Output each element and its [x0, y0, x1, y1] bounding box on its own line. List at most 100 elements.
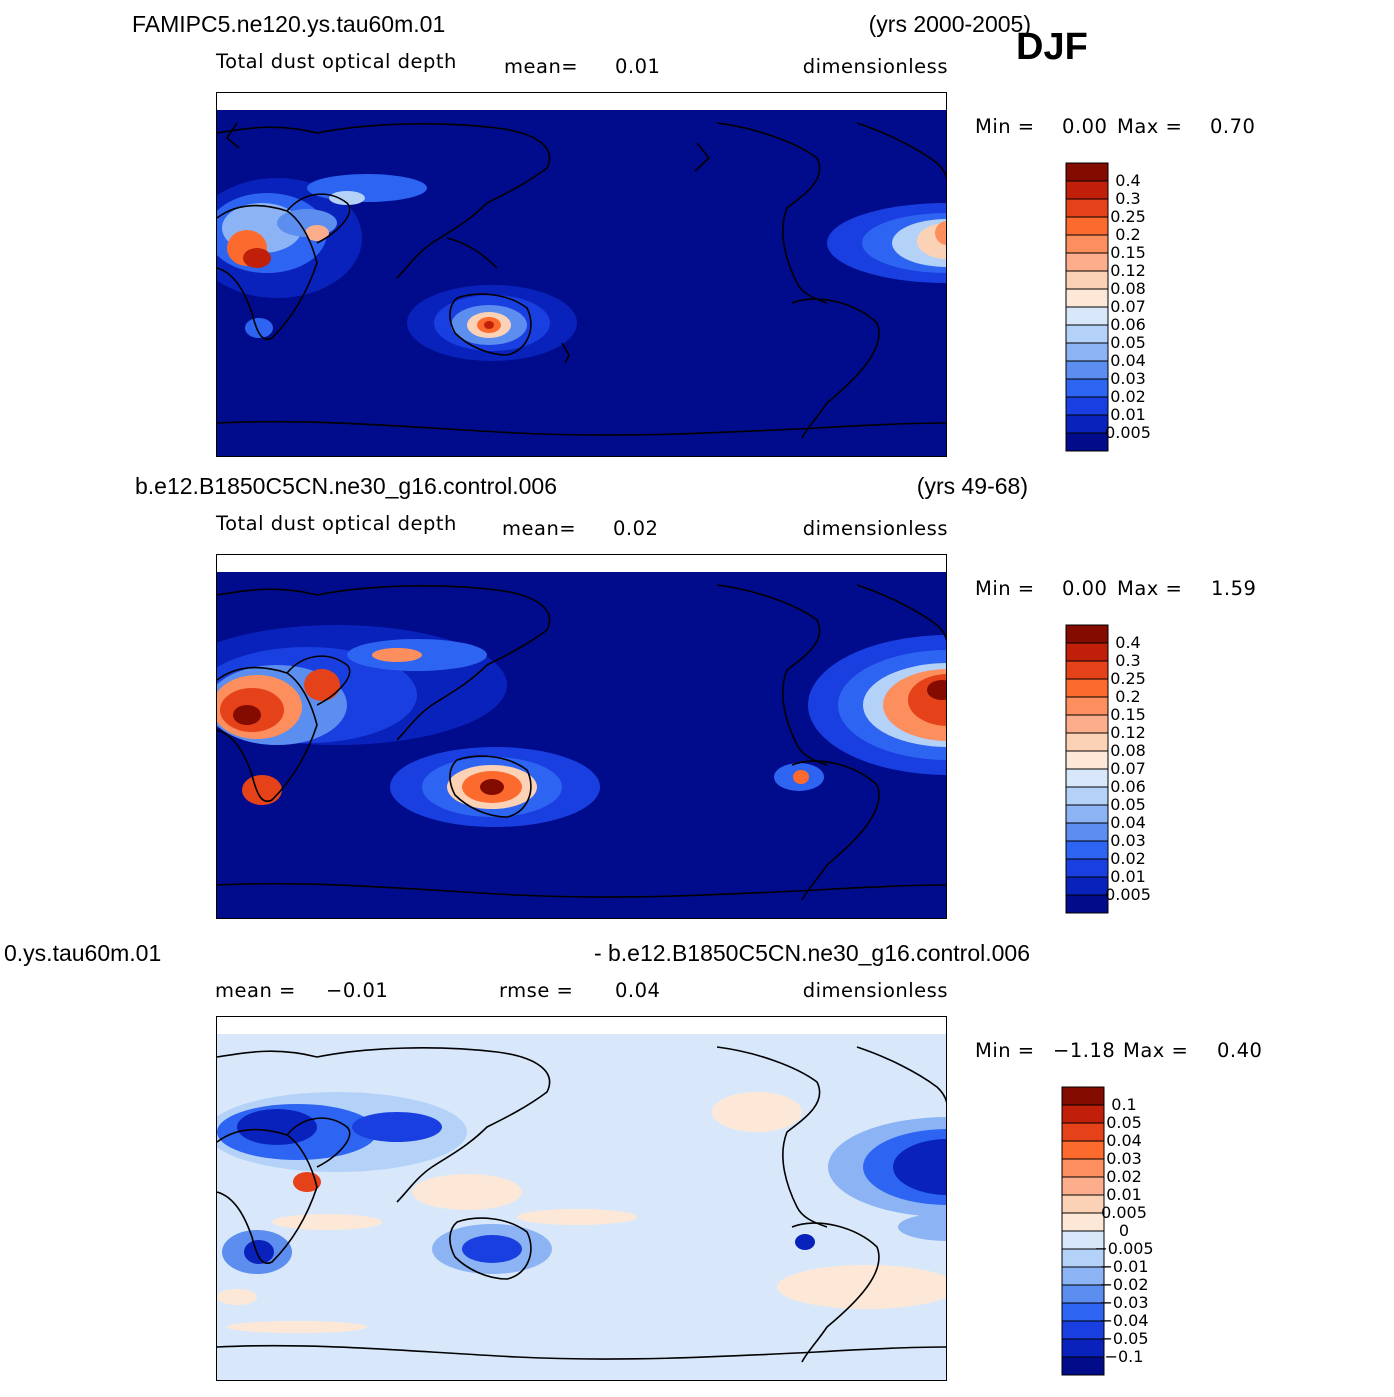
colorbar-swatch [1065, 696, 1109, 716]
colorbar-label: 0.08 [1110, 741, 1146, 760]
season-label: DJF [1016, 26, 1088, 68]
colorbar-swatch [1065, 840, 1109, 860]
colorbar-label: 0.25 [1110, 207, 1146, 226]
colorbar-label: −0.01 [1099, 1257, 1148, 1276]
colorbar-label: 0.02 [1110, 849, 1146, 868]
colorbar-swatch [1065, 876, 1109, 896]
colorbar-label: 0.2 [1115, 687, 1140, 706]
mean-label: mean= [502, 517, 577, 540]
colorbar-label: 0.05 [1110, 333, 1146, 352]
units-label: dimensionless [802, 55, 948, 78]
colorbar-label: 0.3 [1115, 189, 1140, 208]
colorbar-label: −0.005 [1094, 1239, 1153, 1258]
rmse-label: rmse = [499, 979, 574, 1002]
map-plot [216, 554, 947, 919]
case-title: b.e12.B1850C5CN.ne30_g16.control.006 [135, 473, 557, 499]
max-value: 0.70 [1210, 115, 1256, 138]
colorbar-label: 0.03 [1110, 831, 1146, 850]
colorbar-swatch [1065, 414, 1109, 434]
mean-label: mean = [215, 979, 296, 1002]
colorbar-swatch [1065, 822, 1109, 842]
colorbar-label: 0.01 [1110, 867, 1146, 886]
units-label: dimensionless [802, 979, 948, 1002]
difference-label: - b.e12.B1850C5CN.ne30_g16.control.006 [593, 940, 1030, 966]
colorbar-label: 0.25 [1110, 669, 1146, 688]
colorbar-swatch [1065, 252, 1109, 272]
min-value: 0.00 [1062, 115, 1108, 138]
mean-value: −0.01 [326, 979, 389, 1002]
colorbar-swatch [1065, 786, 1109, 806]
colorbar-swatches: 0.40.30.250.20.150.120.080.070.060.050.0… [1065, 624, 1151, 914]
colorbar-label: 0 [1119, 1221, 1129, 1240]
colorbar-label: −0.05 [1099, 1329, 1148, 1348]
mean-value: 0.02 [613, 517, 659, 540]
min-label: Min = [975, 115, 1035, 138]
colorbar: 0.4 0.3 0.25 0.2 0.15 0.12 0.08 0.07 0.06 0.05 0.0… [1065, 162, 1175, 454]
colorbar-swatch [1065, 624, 1109, 644]
map-plot [216, 1016, 947, 1381]
map-plot [216, 92, 947, 457]
mean-value: 0.01 [615, 55, 661, 78]
colorbar-swatch [1065, 642, 1109, 662]
colorbar-swatch [1065, 714, 1109, 734]
variable-label: Total dust optical depth [216, 512, 457, 535]
colorbar-label: 0.4 [1115, 633, 1140, 652]
colorbar-label: 0.04 [1110, 813, 1146, 832]
colorbar-swatch [1065, 342, 1109, 362]
colorbar-swatch [1061, 1086, 1105, 1106]
difference-field [217, 1017, 946, 1380]
colorbar-swatch [1061, 1140, 1105, 1160]
colorbar-swatch [1065, 360, 1109, 380]
colorbar-label: 0.03 [1106, 1149, 1142, 1168]
max-value: 0.40 [1217, 1039, 1263, 1062]
colorbar-label: 0.12 [1110, 723, 1146, 742]
colorbar-label: 0.01 [1110, 405, 1146, 424]
max-value: 1.59 [1211, 577, 1257, 600]
colorbar-label: 0.06 [1110, 315, 1146, 334]
dust-field [217, 93, 946, 456]
colorbar-swatch [1065, 180, 1109, 200]
colorbar-swatch [1061, 1122, 1105, 1142]
colorbar-label: 0.12 [1110, 261, 1146, 280]
colorbar-swatch [1061, 1212, 1105, 1232]
min-label: Min = [975, 1039, 1035, 1062]
rmse-value: 0.04 [615, 979, 661, 1002]
colorbar-swatch [1065, 162, 1109, 182]
colorbar-swatch [1061, 1356, 1105, 1376]
colorbar-swatch [1065, 768, 1109, 788]
colorbar: 0.4 0.3 0.25 0.2 0.15 0.12 0.08 0.07 0.06 0.05 0.0… [1065, 624, 1175, 916]
colorbar-label: 0.4 [1115, 171, 1140, 190]
colorbar-label: 0.2 [1115, 225, 1140, 244]
colorbar-label: 0.07 [1110, 759, 1146, 778]
colorbar-label: 0.04 [1106, 1131, 1142, 1150]
colorbar-label: −0.03 [1099, 1293, 1148, 1312]
colorbar-label: 0.01 [1106, 1185, 1142, 1204]
colorbar-swatch [1061, 1158, 1105, 1178]
colorbar-swatch [1065, 660, 1109, 680]
colorbar-label: 0.02 [1110, 387, 1146, 406]
case-title: 0.ys.tau60m.01 [4, 940, 162, 966]
colorbar-swatch [1061, 1194, 1105, 1214]
years-label: (yrs 2000-2005) [868, 11, 1031, 37]
colorbar-swatch [1065, 678, 1109, 698]
colorbar: 0.1 0.05 0.04 0.03 0.02 0.01 0.005 0 −0.005 −0.01… [1061, 1086, 1181, 1378]
colorbar-swatch [1061, 1338, 1105, 1358]
colorbar-swatch [1061, 1266, 1105, 1286]
case-title: FAMIPC5.ne120.ys.tau60m.01 [132, 11, 446, 37]
colorbar-swatch [1061, 1104, 1105, 1124]
colorbar-swatches: 0.40.30.250.20.150.120.080.070.060.050.0… [1065, 162, 1151, 452]
min-value: −1.18 [1053, 1039, 1116, 1062]
years-label: (yrs 49-68) [916, 473, 1028, 499]
variable-label: Total dust optical depth [216, 50, 457, 73]
colorbar-swatch [1065, 198, 1109, 218]
colorbar-swatch [1065, 894, 1109, 914]
max-label: Max = [1123, 1039, 1189, 1062]
colorbar-label: 0.07 [1110, 297, 1146, 316]
colorbar-label: 0.05 [1106, 1113, 1142, 1132]
colorbar-label: 0.3 [1115, 651, 1140, 670]
colorbar-swatch [1065, 306, 1109, 326]
min-value: 0.00 [1062, 577, 1108, 600]
colorbar-swatch [1065, 732, 1109, 752]
colorbar-label: 0.03 [1110, 369, 1146, 388]
colorbar-swatch [1065, 750, 1109, 770]
